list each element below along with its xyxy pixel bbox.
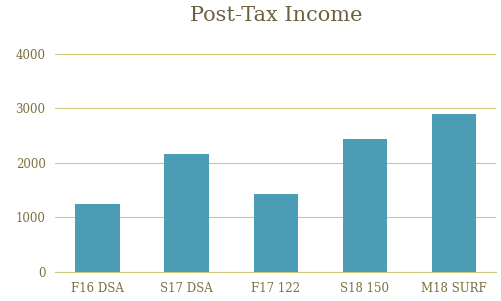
Bar [342,139,386,272]
Bar [253,194,298,272]
Bar [431,114,475,272]
Title: Post-Tax Income: Post-Tax Income [189,5,361,25]
Bar [75,204,120,272]
Bar [164,154,208,272]
